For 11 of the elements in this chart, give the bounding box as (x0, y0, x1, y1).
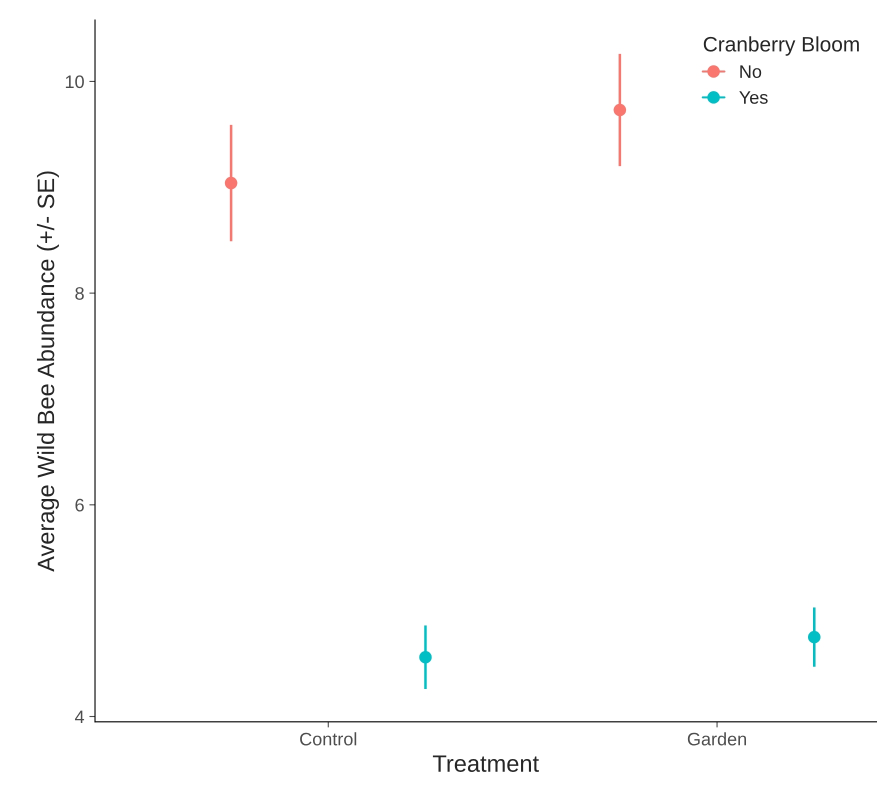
y-tick-label: 4 (74, 710, 84, 724)
legend-label: No (740, 65, 762, 78)
x-tick-label: Control (300, 732, 356, 746)
y-tick-label: 6 (75, 498, 84, 512)
x-tick-label: Garden (688, 732, 746, 746)
y-tick-label: 8 (75, 287, 84, 300)
y-tick-label: 10 (66, 75, 84, 88)
legend-label: Yes (739, 91, 768, 104)
legend-title: Cranberry Bloom (704, 36, 859, 56)
y-axis-title: Average Wild Bee Abundance (+/- SE) (36, 171, 59, 572)
x-axis-title: Treatment (432, 755, 539, 772)
